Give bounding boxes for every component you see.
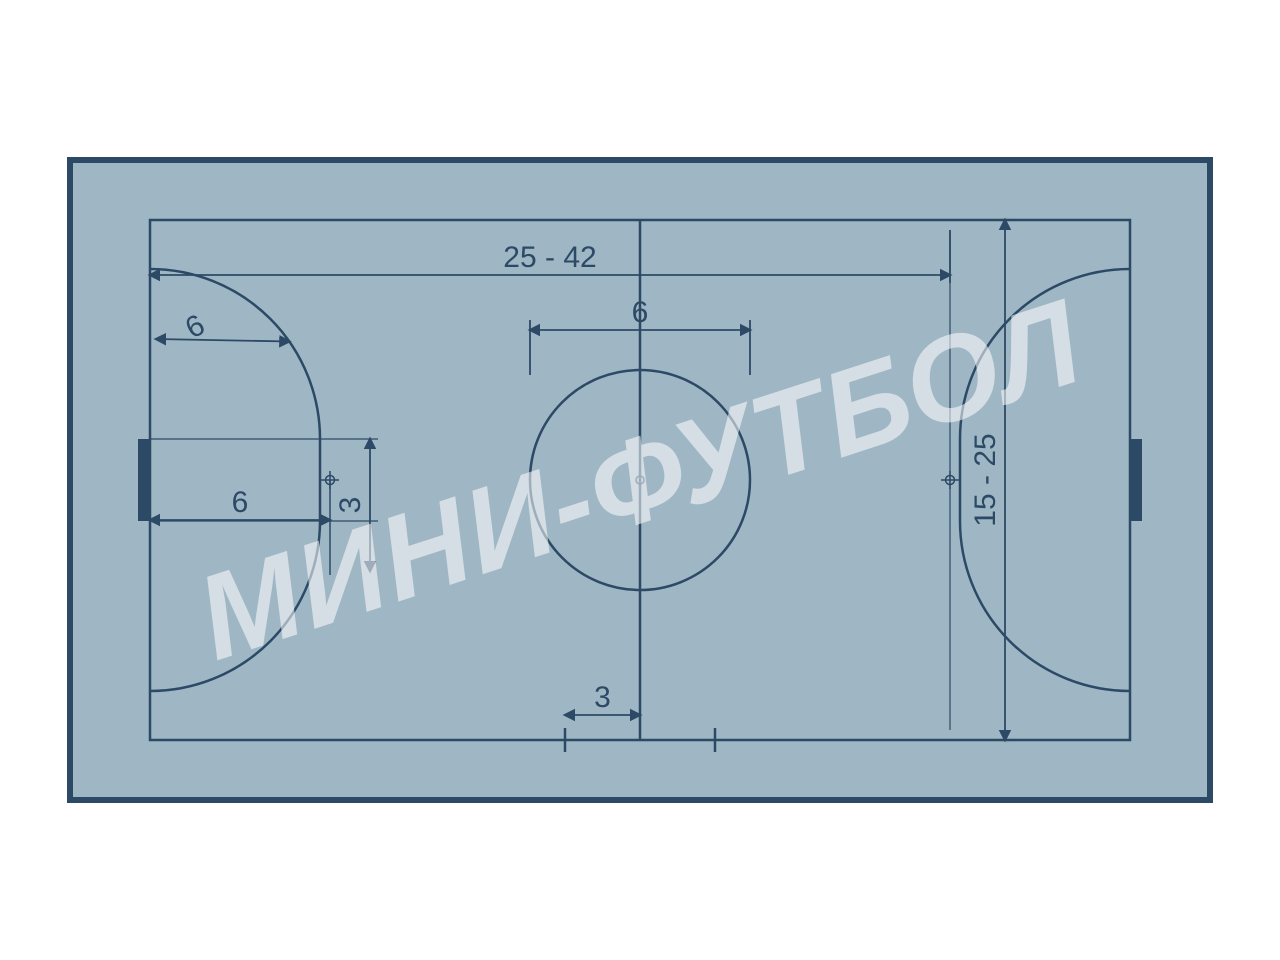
field-svg: 25 - 4215 - 2563636 (40, 130, 1240, 830)
svg-text:6: 6 (632, 296, 649, 329)
svg-text:25 - 42: 25 - 42 (503, 241, 596, 274)
svg-text:3: 3 (334, 497, 367, 514)
futsal-field-diagram: 25 - 4215 - 2563636 МИНИ-ФУТБОЛ (40, 130, 1240, 830)
svg-text:3: 3 (594, 681, 611, 714)
svg-text:6: 6 (232, 486, 249, 519)
svg-text:15 - 25: 15 - 25 (969, 433, 1002, 526)
